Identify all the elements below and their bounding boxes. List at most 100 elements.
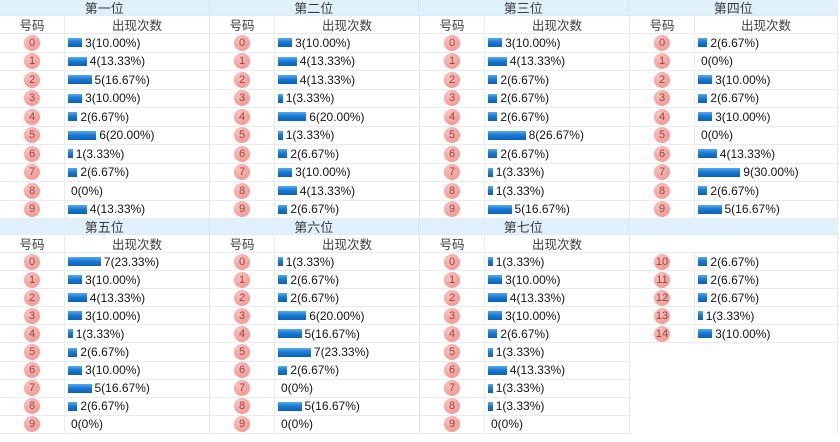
table-row: 1 3(10.00%) xyxy=(0,271,209,290)
number-cell: 9 xyxy=(210,415,275,433)
frequency-label: 0(0%) xyxy=(491,417,524,432)
count-cell: 0(0%) xyxy=(275,380,419,397)
frequency-bar xyxy=(698,75,713,85)
count-cell: 4(13.33%) xyxy=(275,53,419,71)
count-cell xyxy=(695,416,837,434)
table-row: 1 4(13.33%) xyxy=(420,52,629,71)
count-cell: 2(6.67%) xyxy=(65,108,209,126)
count-cell: 2(6.67%) xyxy=(695,34,837,52)
frequency-bar xyxy=(488,293,507,303)
number-badge: 1 xyxy=(234,271,250,288)
table-row: 7 0(0%) xyxy=(210,379,419,398)
number-badge: 7 xyxy=(234,380,250,397)
number-cell: 8 xyxy=(0,182,65,200)
frequency-bar xyxy=(68,329,73,339)
frequency-bar xyxy=(68,383,92,393)
frequency-label: 2(6.67%) xyxy=(290,290,340,305)
table-header-row: 号码 出现次数 xyxy=(630,16,837,34)
number-cell: 2 xyxy=(0,71,65,89)
number-badge: 1 xyxy=(444,53,460,70)
number-badge: 5 xyxy=(234,127,250,144)
blank-row xyxy=(630,416,837,434)
table-body: 0 2(6.67%) 1 0(0%) 2 3(10.00%) 3 2(6.67%) 4 3(10.… xyxy=(630,34,837,219)
frequency-label: 1(3.33%) xyxy=(495,165,545,180)
count-cell: 4(13.33%) xyxy=(485,289,629,306)
frequency-label: 2(6.67%) xyxy=(80,165,130,180)
count-column-header: 出现次数 xyxy=(321,238,372,252)
number-cell: 4 xyxy=(630,108,695,126)
number-badge: 1 xyxy=(444,271,460,288)
table-title: 第一位 xyxy=(0,0,210,16)
frequency-bar xyxy=(488,75,498,85)
frequency-label: 1(3.33%) xyxy=(285,254,335,269)
count-cell: 4(13.33%) xyxy=(65,201,209,219)
frequency-label: 3(10.00%) xyxy=(715,72,771,87)
frequency-bar xyxy=(488,401,493,411)
frequency-bar xyxy=(488,130,526,140)
frequency-bar xyxy=(488,112,498,122)
table-body: 0 1(3.33%) 1 2(6.67%) 2 2(6.67%) 3 6(20.00%) 4 5(… xyxy=(210,253,419,434)
number-badge: 3 xyxy=(234,90,250,107)
count-cell: 1(3.33%) xyxy=(485,398,629,415)
table-row: 6 4(13.33%) xyxy=(630,145,837,164)
table-header-row: 号码 出现次数 xyxy=(0,16,209,34)
number-badge: 0 xyxy=(234,253,250,270)
count-cell: 4(13.33%) xyxy=(65,53,209,71)
count-cell: 1(3.33%) xyxy=(275,253,419,270)
frequency-label: 2(6.67%) xyxy=(710,290,760,305)
table-header-row: 号码 出现次数 xyxy=(210,235,419,253)
frequency-label: 0(0%) xyxy=(71,417,104,432)
count-cell xyxy=(695,380,837,398)
frequency-label: 3(10.00%) xyxy=(505,272,561,287)
frequency-label: 2(6.67%) xyxy=(710,183,760,198)
frequency-label: 2(6.67%) xyxy=(500,72,550,87)
number-badge: 7 xyxy=(444,164,460,181)
frequency-label: 1(3.33%) xyxy=(495,399,545,414)
table-row: 0 1(3.33%) xyxy=(210,253,419,272)
table-body: 0 3(10.00%) 1 4(13.33%) 2 5(16.67%) 3 3(10.00%)… xyxy=(0,34,209,219)
table-row: 0 7(23.33%) xyxy=(0,253,209,272)
table-row: 0 3(10.00%) xyxy=(210,34,419,53)
table-row: 9 0(0%) xyxy=(420,415,629,434)
number-column-header: 号码 xyxy=(210,235,275,252)
number-badge: 9 xyxy=(654,201,670,218)
table-row: 4 2(6.67%) xyxy=(0,108,209,127)
blank-row xyxy=(630,380,837,398)
frequency-label: 2(6.67%) xyxy=(710,35,760,50)
position-title-band: 第五位 第六位 第七位 xyxy=(0,219,838,235)
frequency-bar xyxy=(488,186,493,196)
count-cell: 5(16.67%) xyxy=(695,201,837,219)
frequency-bar xyxy=(278,275,288,285)
count-cell: 7(23.33%) xyxy=(275,343,419,360)
number-badge: 8 xyxy=(234,182,250,199)
count-cell: 1(3.33%) xyxy=(695,307,837,324)
number-badge: 4 xyxy=(234,325,250,342)
count-cell: 2(6.67%) xyxy=(485,71,629,89)
number-badge: 2 xyxy=(444,289,460,306)
table-row: 3 6(20.00%) xyxy=(210,307,419,326)
frequency-bar xyxy=(278,38,293,48)
number-badge: 0 xyxy=(234,34,250,51)
number-badge: 2 xyxy=(444,71,460,88)
frequency-label: 3(10.00%) xyxy=(85,272,141,287)
table-row: 9 0(0%) xyxy=(210,415,419,434)
count-cell: 0(0%) xyxy=(695,127,837,145)
table-row: 8 1(3.33%) xyxy=(420,397,629,416)
frequency-bar xyxy=(278,365,288,375)
table-header-row: 号码 出现次数 xyxy=(420,235,629,253)
number-badge: 4 xyxy=(234,108,250,125)
count-cell: 5(16.67%) xyxy=(65,71,209,89)
count-cell: 4(13.33%) xyxy=(275,71,419,89)
count-cell xyxy=(695,398,837,416)
table-row: 2 4(13.33%) xyxy=(0,289,209,308)
number-cell: 1 xyxy=(630,52,695,70)
frequency-bar xyxy=(278,130,283,140)
frequency-label: 2(6.67%) xyxy=(290,272,340,287)
count-cell: 3(10.00%) xyxy=(275,164,419,182)
count-cell: 1(3.33%) xyxy=(65,145,209,163)
table-row: 12 2(6.67%) xyxy=(630,289,837,308)
number-cell: 5 xyxy=(210,343,275,361)
number-cell: 6 xyxy=(420,361,485,379)
count-cell: 9(30.00%) xyxy=(695,164,837,182)
number-cell: 4 xyxy=(210,325,275,343)
